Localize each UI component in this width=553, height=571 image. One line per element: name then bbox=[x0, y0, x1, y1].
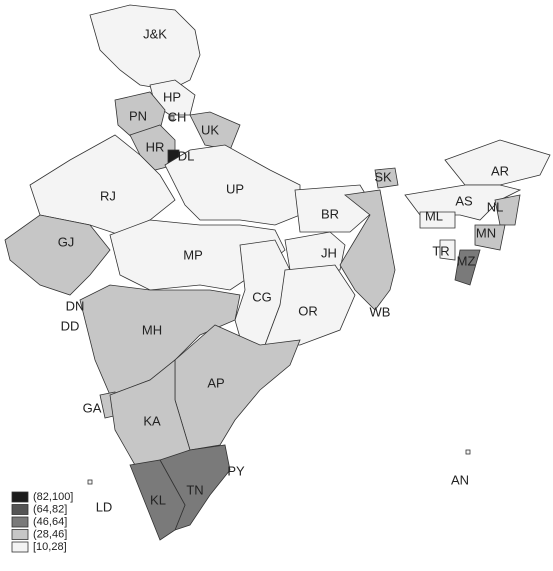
legend-label: (82,100] bbox=[33, 491, 73, 503]
region-label: WB bbox=[370, 304, 391, 319]
legend-swatch bbox=[11, 516, 29, 528]
region-label: PN bbox=[129, 108, 147, 123]
region-label: RJ bbox=[100, 188, 116, 203]
region-label: AR bbox=[491, 163, 509, 178]
region-label: TN bbox=[186, 482, 203, 497]
legend-label: (46,64] bbox=[33, 516, 67, 528]
region-label: SK bbox=[374, 169, 392, 184]
region-label: MH bbox=[142, 322, 162, 337]
region-label: ML bbox=[425, 208, 443, 223]
region-label: CG bbox=[252, 289, 272, 304]
region-label: GA bbox=[83, 400, 102, 415]
region-shape bbox=[439, 239, 456, 261]
region-label: MZ bbox=[457, 253, 476, 268]
region-label: J&K bbox=[143, 26, 167, 41]
region-shape bbox=[264, 264, 356, 346]
region-label: MN bbox=[476, 225, 496, 240]
region-label: KA bbox=[143, 413, 161, 428]
region-shape bbox=[4, 214, 111, 296]
region-shape bbox=[169, 115, 175, 121]
legend: (82,100](64,82](46,64](28,46][10,28] bbox=[11, 491, 73, 553]
region-shape bbox=[339, 189, 396, 311]
region-shape bbox=[174, 324, 301, 451]
legend-swatch bbox=[11, 491, 29, 503]
region-label: DN bbox=[66, 298, 85, 313]
region-label: CH bbox=[168, 109, 187, 124]
region-shape bbox=[465, 449, 471, 455]
region-shape bbox=[419, 211, 456, 229]
legend-swatch bbox=[11, 504, 29, 515]
regions bbox=[4, 4, 551, 541]
region-shape bbox=[87, 479, 93, 485]
region-label: AP bbox=[207, 375, 224, 390]
region-label: HR bbox=[146, 139, 165, 154]
region-shape bbox=[494, 194, 521, 226]
region-label: DL bbox=[178, 148, 195, 163]
region-label: LD bbox=[96, 499, 113, 514]
region-label: DD bbox=[61, 318, 80, 333]
region-label: NL bbox=[487, 199, 504, 214]
region-shape bbox=[374, 167, 399, 189]
legend-swatch bbox=[11, 541, 29, 553]
region-shape bbox=[454, 249, 481, 286]
region-shape bbox=[129, 459, 186, 541]
region-label: HP bbox=[163, 89, 181, 104]
region-labels: J&K HP PN CH UK HR DL RJ UP BR SK AR AS NL ML MN TR MZ GJ M… bbox=[58, 26, 509, 514]
region-label: KL bbox=[150, 492, 166, 507]
region-label: JH bbox=[321, 245, 337, 260]
legend-label: (28,46] bbox=[33, 528, 67, 540]
region-label: AS bbox=[455, 193, 473, 208]
region-shape bbox=[284, 231, 346, 271]
region-label: PY bbox=[227, 463, 245, 478]
legend-label: [10,28] bbox=[33, 541, 67, 553]
legend-label: (64,82] bbox=[33, 503, 67, 515]
region-label: UP bbox=[226, 181, 244, 196]
region-label: UK bbox=[201, 122, 219, 137]
region-label: OR bbox=[298, 303, 318, 318]
region-shape bbox=[189, 111, 241, 151]
region-label: MP bbox=[183, 247, 203, 262]
region-shape bbox=[89, 4, 201, 91]
region-label: TR bbox=[432, 243, 449, 258]
legend-swatch bbox=[11, 529, 29, 540]
region-label: AN bbox=[451, 472, 469, 487]
region-shape bbox=[474, 224, 506, 251]
region-label: GJ bbox=[58, 234, 75, 249]
region-label: BR bbox=[321, 206, 339, 221]
